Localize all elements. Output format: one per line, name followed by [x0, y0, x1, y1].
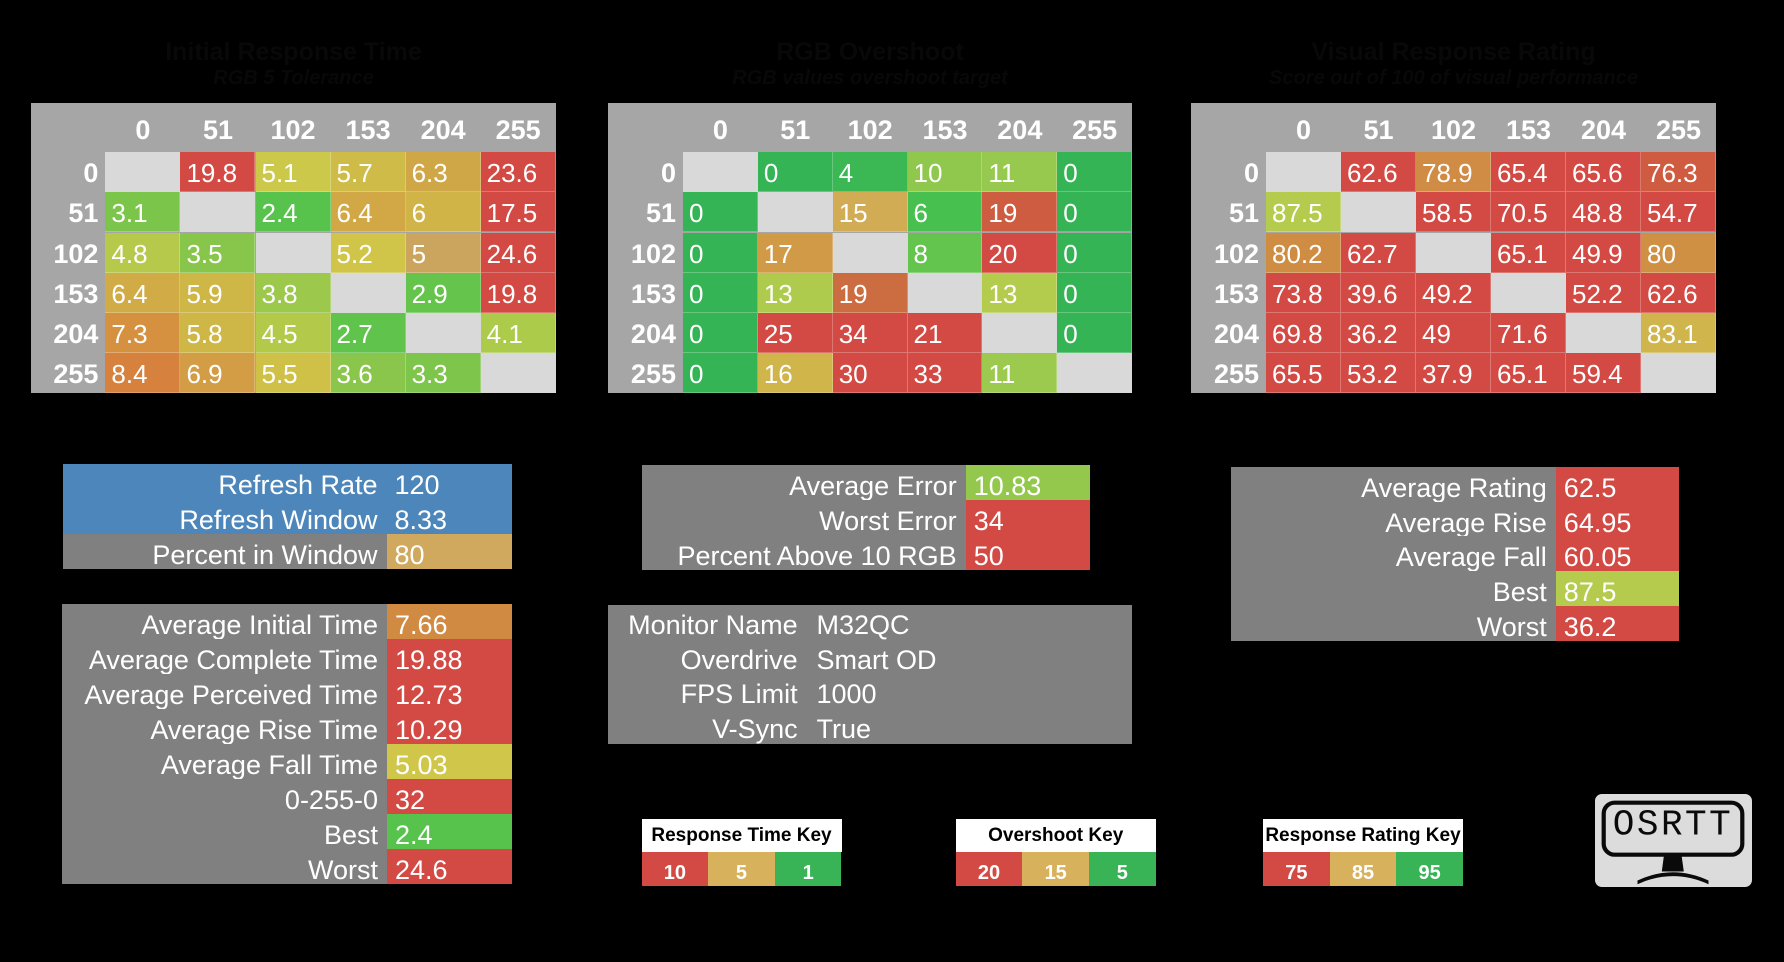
svg-text:OSRTT: OSRTT	[1612, 804, 1733, 845]
